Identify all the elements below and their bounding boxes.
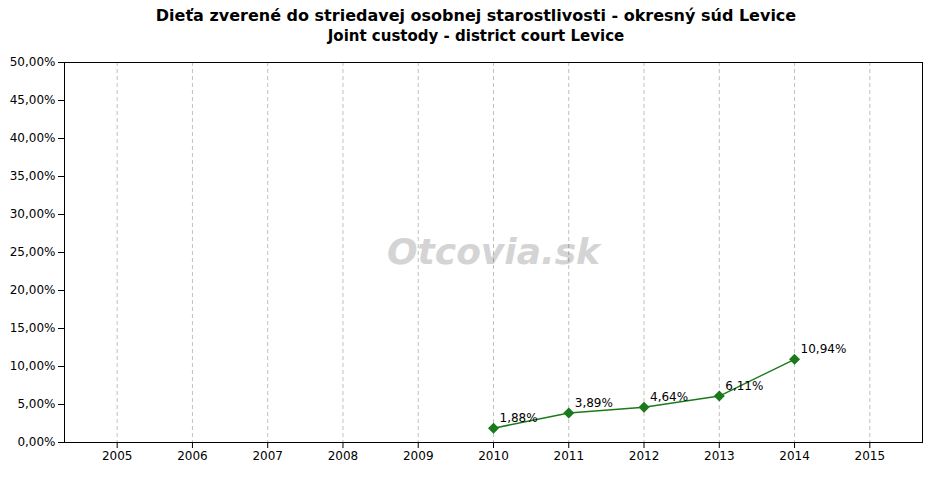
svg-text:3,89%: 3,89% [575,396,613,410]
svg-text:50,00%: 50,00% [10,55,56,69]
svg-text:2006: 2006 [177,449,208,463]
svg-text:2005: 2005 [102,449,133,463]
svg-text:2012: 2012 [629,449,660,463]
svg-text:40,00%: 40,00% [10,131,56,145]
svg-text:Otcovia.sk: Otcovia.sk [387,231,602,272]
svg-text:0,00%: 0,00% [17,435,55,449]
svg-text:2015: 2015 [855,449,886,463]
svg-text:30,00%: 30,00% [10,207,56,221]
svg-text:2010: 2010 [478,449,509,463]
html-text:Joint custody - district court: Joint custody - district court Levice [327,27,625,45]
svg-text:2011: 2011 [553,449,584,463]
svg-text:5,00%: 5,00% [17,397,55,411]
svg-text:10,00%: 10,00% [10,359,56,373]
svg-text:45,00%: 45,00% [10,93,56,107]
svg-text:10,94%: 10,94% [801,342,847,356]
svg-text:6,11%: 6,11% [725,379,763,393]
svg-text:15,00%: 15,00% [10,321,56,335]
svg-text:20,00%: 20,00% [10,283,56,297]
svg-text:35,00%: 35,00% [10,169,56,183]
svg-text:2013: 2013 [704,449,735,463]
svg-text:4,64%: 4,64% [650,390,688,404]
svg-text:25,00%: 25,00% [10,245,56,259]
html-text:Dieťa zverené do striedavej os: Dieťa zverené do striedavej osobnej star… [155,6,797,25]
svg-text:2007: 2007 [252,449,283,463]
svg-text:2009: 2009 [403,449,434,463]
svg-text:2008: 2008 [328,449,359,463]
svg-text:2014: 2014 [779,449,810,463]
svg-text:1,88%: 1,88% [500,411,538,425]
